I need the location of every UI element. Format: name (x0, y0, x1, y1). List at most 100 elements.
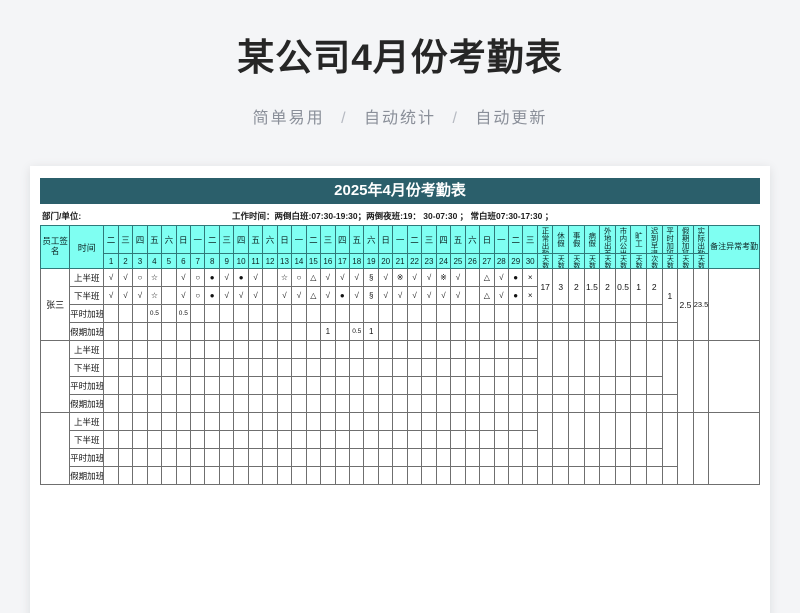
cell-stat-normal-attendance[interactable] (536, 340, 554, 377)
cell-day-value[interactable] (522, 304, 538, 323)
cell-day-value[interactable] (247, 358, 264, 377)
cell-day-value[interactable]: √ (247, 268, 264, 287)
cell-day-value[interactable] (363, 340, 379, 359)
cell-day-value[interactable] (305, 466, 322, 485)
cell-day-value[interactable] (464, 466, 481, 485)
cell-day-value[interactable] (305, 340, 322, 359)
cell-day-value[interactable] (464, 412, 481, 431)
table-row[interactable]: 假期加班 (41, 466, 760, 485)
cell-day-value[interactable] (175, 376, 192, 395)
cell-stat-actual-attendance[interactable] (692, 340, 710, 413)
cell-day-value[interactable]: ☆ (146, 286, 163, 305)
cell-day-value[interactable]: √ (117, 286, 134, 305)
table-row[interactable]: 下半班 (41, 358, 760, 377)
cell-stat-empty[interactable] (583, 304, 601, 323)
cell-day-value[interactable] (421, 466, 437, 485)
cell-day-value[interactable]: √ (392, 286, 408, 305)
cell-stat-empty[interactable] (630, 322, 647, 341)
cell-day-value[interactable] (103, 376, 119, 395)
cell-day-value[interactable] (479, 322, 495, 341)
cell-stat-empty[interactable] (614, 448, 632, 467)
cell-day-value[interactable]: √ (276, 286, 293, 305)
cell-day-value[interactable] (507, 430, 524, 449)
cell-day-value[interactable] (204, 412, 220, 431)
cell-day-value[interactable]: √ (103, 268, 119, 287)
cell-day-value[interactable] (348, 466, 365, 485)
cell-stat-absenteeism[interactable] (630, 340, 647, 377)
cell-day-value[interactable] (233, 466, 249, 485)
cell-stat-empty[interactable] (536, 448, 554, 467)
cell-day-value[interactable] (377, 358, 394, 377)
cell-stat-ot-holiday-days[interactable] (677, 340, 694, 413)
cell-stat-empty[interactable] (614, 466, 632, 485)
cell-day-value[interactable] (204, 376, 220, 395)
cell-day-value[interactable] (262, 304, 278, 323)
cell-day-value[interactable] (276, 322, 293, 341)
cell-day-value[interactable] (479, 466, 495, 485)
cell-day-value[interactable] (305, 322, 322, 341)
cell-day-value[interactable] (363, 376, 379, 395)
cell-stat-ot-holiday-days[interactable]: 2.5 (677, 268, 694, 341)
cell-day-value[interactable]: √ (218, 286, 235, 305)
cell-day-value[interactable]: ※ (392, 268, 408, 287)
cell-stat-ot-holiday-days[interactable] (677, 412, 694, 485)
cell-day-value[interactable] (117, 430, 134, 449)
cell-day-value[interactable] (103, 448, 119, 467)
cell-day-value[interactable]: △ (305, 268, 322, 287)
cell-stat-sick-leave[interactable]: 1.5 (583, 268, 601, 305)
cell-day-value[interactable] (175, 412, 192, 431)
cell-day-value[interactable] (377, 412, 394, 431)
table-row[interactable]: 上半班 (39, 340, 760, 413)
cell-stat-empty[interactable] (599, 322, 616, 341)
cell-day-value[interactable]: √ (435, 286, 452, 305)
cell-day-value[interactable] (493, 448, 510, 467)
cell-stat-empty[interactable] (599, 448, 616, 467)
cell-day-value[interactable] (377, 394, 394, 413)
cell-day-value[interactable] (218, 466, 235, 485)
table-body[interactable]: 张三 上半班 √ √ ○ ☆ √ ○ ● √ ● √ ☆ ○ △ √ √ √ § √ ※ √ √ ※ √ △ √ ● × 17 3 2 1.5 2… (39, 268, 760, 485)
cell-day-value[interactable] (233, 322, 249, 341)
cell-day-value[interactable] (479, 412, 495, 431)
cell-day-value[interactable] (262, 430, 278, 449)
cell-day-value[interactable]: √ (291, 286, 307, 305)
cell-stat-empty[interactable] (614, 394, 632, 413)
cell-day-value[interactable] (464, 448, 481, 467)
cell-day-value[interactable] (334, 394, 351, 413)
cell-day-value[interactable] (464, 304, 481, 323)
cell-day-value[interactable] (218, 430, 235, 449)
cell-day-value[interactable]: √ (406, 268, 423, 287)
cell-day-value[interactable] (218, 448, 235, 467)
cell-day-value[interactable] (190, 412, 206, 431)
cell-day-value[interactable] (262, 358, 278, 377)
cell-day-value[interactable] (392, 340, 408, 359)
cell-day-value[interactable] (305, 430, 322, 449)
cell-day-value[interactable] (392, 304, 408, 323)
cell-day-value[interactable] (218, 358, 235, 377)
cell-day-value[interactable] (493, 304, 510, 323)
cell-day-value[interactable] (146, 412, 163, 431)
cell-day-value[interactable] (190, 340, 206, 359)
cell-day-value[interactable] (262, 268, 278, 287)
cell-day-value[interactable]: 0.5 (146, 304, 163, 323)
cell-day-value[interactable] (175, 394, 192, 413)
cell-day-value[interactable]: √ (117, 268, 134, 287)
cell-day-value[interactable] (320, 358, 336, 377)
cell-day-value[interactable] (276, 340, 293, 359)
cell-day-value[interactable] (132, 340, 148, 359)
cell-day-value[interactable]: △ (479, 286, 495, 305)
cell-day-value[interactable] (507, 412, 524, 431)
cell-day-value[interactable] (117, 340, 134, 359)
cell-day-value[interactable] (522, 448, 538, 467)
cell-day-value[interactable] (450, 358, 466, 377)
cell-day-value[interactable] (421, 412, 437, 431)
cell-day-value[interactable] (406, 376, 423, 395)
cell-day-value[interactable] (421, 322, 437, 341)
cell-day-value[interactable] (348, 304, 365, 323)
cell-day-value[interactable]: 0.5 (348, 322, 365, 341)
cell-day-value[interactable] (320, 304, 336, 323)
cell-day-value[interactable] (377, 304, 394, 323)
cell-day-value[interactable] (348, 358, 365, 377)
cell-day-value[interactable]: √ (450, 268, 466, 287)
cell-day-value[interactable] (479, 358, 495, 377)
cell-day-value[interactable] (291, 430, 307, 449)
